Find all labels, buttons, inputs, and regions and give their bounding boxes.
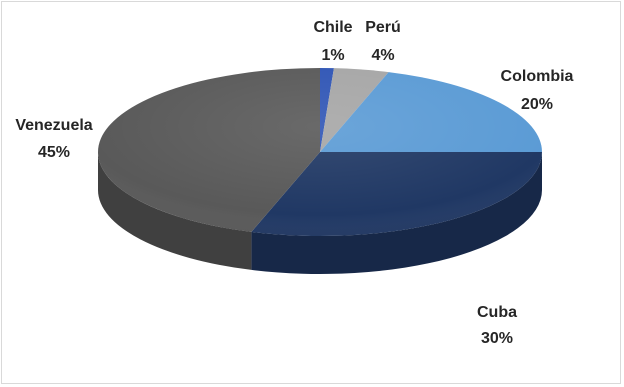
pie-slices xyxy=(97,68,542,237)
label-colombia-value: 20% xyxy=(521,96,553,113)
pie-side-cuba xyxy=(251,152,542,275)
label-chile-value: 1% xyxy=(321,47,344,64)
pie-side-venezuela xyxy=(98,152,252,270)
label-colombia-name: Colombia xyxy=(501,68,574,85)
pie-top-shading xyxy=(98,68,542,236)
pie-sides xyxy=(98,152,542,275)
label-peru-value: 4% xyxy=(371,47,394,64)
label-venezuela-value: 45% xyxy=(38,144,70,161)
pie-labels: Chile 1% Perú 4% Colombia 20% Cuba 30% V… xyxy=(15,19,573,347)
label-cuba-value: 30% xyxy=(481,330,513,347)
label-cuba-name: Cuba xyxy=(477,304,517,321)
label-venezuela-name: Venezuela xyxy=(15,117,92,134)
label-chile-name: Chile xyxy=(313,19,352,36)
label-peru-name: Perú xyxy=(365,19,401,36)
